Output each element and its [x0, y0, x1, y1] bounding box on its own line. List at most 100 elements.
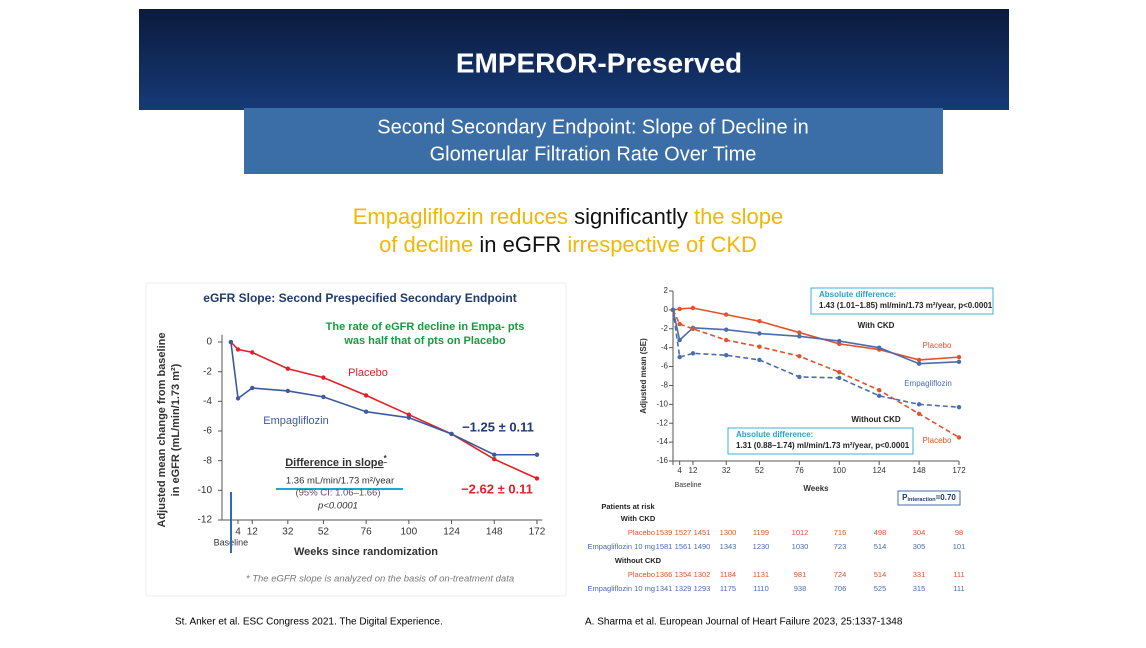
data-point: [690, 326, 696, 331]
table-cell: 1343: [720, 542, 737, 551]
data-point: [690, 305, 696, 311]
data-point: [677, 337, 682, 343]
table-cell: 98: [955, 528, 963, 537]
table-cell: 525: [874, 584, 887, 593]
x-axis-label: Weeks: [803, 484, 829, 493]
table-cell: 111: [953, 570, 964, 579]
annotation: *: [384, 454, 388, 463]
y-tick-label: -8: [203, 455, 212, 466]
x-tick-label: 100: [833, 466, 847, 475]
table-cell: 315: [913, 584, 926, 593]
annotation: =0.70: [936, 493, 957, 502]
series-label: Placebo: [923, 436, 952, 445]
table-cell: 1175: [720, 584, 736, 593]
x-tick-label: 124: [443, 527, 460, 538]
table-cell: 1293: [694, 584, 711, 593]
table-cell: 1354: [675, 570, 692, 579]
header-band: [139, 9, 1009, 110]
data-point: [916, 357, 922, 363]
data-point: [363, 393, 369, 398]
table-cell: 305: [913, 542, 926, 551]
y-tick-label: -10: [198, 485, 213, 496]
table-cell: 1300: [720, 528, 737, 537]
annotation: With CKD: [858, 321, 895, 330]
data-point: [285, 366, 291, 371]
series-line: [672, 309, 960, 408]
data-point: [797, 334, 802, 339]
table-cell: 1539: [656, 528, 673, 537]
data-point: [757, 331, 762, 336]
table-cell: 938: [794, 584, 807, 593]
table-cell: 514: [874, 570, 887, 579]
table-cell: 1110: [753, 584, 769, 593]
table-cell: 514: [874, 542, 887, 551]
data-point: [876, 345, 882, 350]
data-point: [690, 351, 696, 356]
data-point: [235, 396, 241, 401]
data-point: [235, 347, 241, 352]
annotation: 1.43 (1.01–1.85) ml/min/1.73 m²/year, p<…: [819, 301, 993, 310]
table-cell: 1451: [694, 528, 711, 537]
series-label: Empagliflozin: [904, 379, 952, 388]
table-row-label: Placebo: [628, 528, 655, 537]
y-tick-label: -4: [661, 343, 669, 352]
data-point: [797, 330, 802, 335]
data-point: [250, 385, 255, 391]
y-tick-label: -6: [203, 426, 212, 437]
annotation: −2.62 ± 0.11: [461, 481, 533, 496]
table-cell: 304: [913, 528, 926, 537]
x-tick-label: 76: [361, 527, 373, 538]
annotation: The rate of eGFR decline in Empa- pts: [326, 321, 525, 333]
headline-segment: of decline: [379, 232, 473, 257]
table-cell: 1341: [656, 584, 673, 593]
data-point: [956, 435, 962, 440]
citation: St. Anker et al. ESC Congress 2021. The …: [175, 617, 443, 628]
data-point: [492, 452, 497, 457]
table-cell: 716: [834, 528, 847, 537]
table-cell: 724: [834, 570, 847, 579]
x-tick-label: 148: [912, 466, 926, 475]
y-axis-label: in eGFR (mL/min/1.73 m²): [170, 363, 182, 496]
y-tick-label: 0: [664, 305, 669, 314]
x-tick-label: 4: [677, 466, 682, 475]
series-line: [672, 309, 960, 365]
data-point: [363, 409, 369, 414]
table-cell: 1012: [792, 528, 809, 537]
series-label: Placebo: [923, 341, 952, 350]
data-point: [916, 361, 922, 366]
chart-title: eGFR Slope: Second Prespecified Secondar…: [203, 291, 516, 305]
table-cell: 1302: [694, 570, 711, 579]
x-tick-label: 148: [486, 527, 503, 538]
table-cell: 1184: [720, 570, 736, 579]
table-cell: 1030: [792, 542, 809, 551]
left-panel: [145, 282, 567, 597]
table-cell: 706: [834, 584, 847, 593]
table-cell: 331: [913, 570, 926, 579]
series-line: [230, 341, 537, 456]
table-title: Patients at risk: [601, 502, 655, 511]
x-tick-label: 76: [795, 466, 804, 475]
annotation-box: [897, 490, 961, 506]
x-tick-label: 12: [247, 527, 259, 538]
x-tick-label: 4: [235, 527, 241, 538]
data-point: [670, 307, 676, 313]
x-tick-label: Baseline: [675, 482, 702, 489]
headline-segment: in eGFR: [479, 232, 561, 257]
data-point: [250, 350, 255, 355]
data-point: [956, 359, 962, 365]
table-cell: 1329: [675, 584, 692, 593]
annotation: Difference in slope: [285, 457, 383, 469]
table-cell: 1490: [694, 542, 711, 551]
annotation: Pinteraction=0.70: [902, 493, 956, 503]
data-point: [797, 374, 802, 380]
data-point: [956, 354, 962, 360]
annotation: Without CKD: [851, 415, 900, 424]
series-label: Empagliflozin: [263, 415, 328, 427]
y-tick-label: -8: [661, 381, 669, 390]
annotation: Difference in slope*: [285, 454, 387, 469]
x-tick-label: 12: [689, 466, 698, 475]
table-group: With CKD: [621, 514, 656, 523]
table-cell: 723: [834, 542, 847, 551]
data-point: [876, 387, 882, 393]
